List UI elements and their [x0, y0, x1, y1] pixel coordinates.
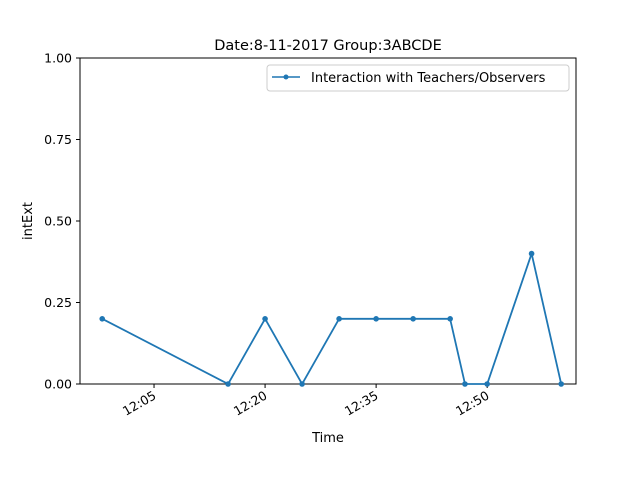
series-group: [99, 250, 564, 387]
data-point: [484, 381, 490, 387]
y-tick-label: 0.50: [44, 214, 72, 229]
chart-title: Date:8-11-2017 Group:3ABCDE: [214, 38, 442, 54]
series-line: [101, 252, 563, 385]
y-tick-label: 1.00: [44, 51, 72, 66]
y-axis-ticks: 0.00 0.25 0.50 0.75 1.00: [44, 51, 80, 392]
data-point: [558, 381, 564, 387]
legend-label: Interaction with Teachers/Observers: [311, 71, 546, 86]
legend-point-marker: [283, 74, 289, 80]
data-point: [336, 316, 342, 322]
y-tick-label: 0.25: [44, 295, 72, 310]
data-point: [373, 316, 379, 322]
x-axis-label: Time: [311, 431, 344, 446]
data-point: [225, 381, 231, 387]
data-point: [462, 381, 468, 387]
y-tick-label: 0.75: [44, 132, 72, 147]
data-point: [299, 381, 305, 387]
data-point: [447, 316, 453, 322]
data-point: [262, 316, 268, 322]
legend-box: [266, 64, 570, 92]
legend: Interaction with Teachers/Observers: [266, 64, 570, 92]
data-point: [528, 250, 535, 257]
y-tick-label: 0.00: [44, 377, 72, 392]
data-point: [99, 316, 106, 322]
data-point: [410, 316, 416, 322]
y-axis-label: intExt: [21, 202, 36, 240]
